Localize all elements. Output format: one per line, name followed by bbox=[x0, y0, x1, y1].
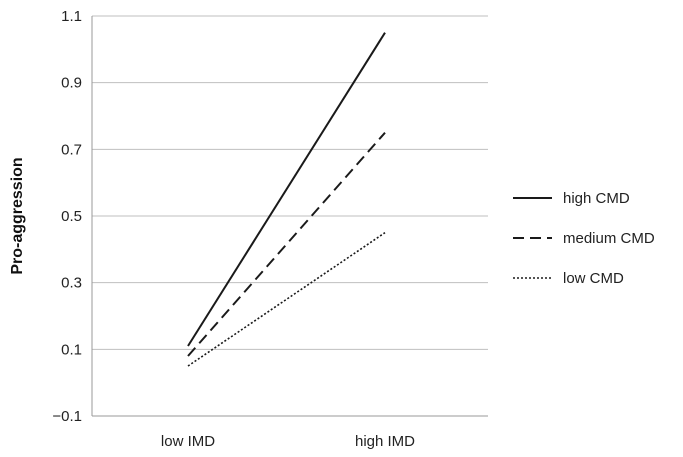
x-tick-label: high IMD bbox=[355, 433, 415, 450]
y-tick-labels: 1.1 0.9 0.7 0.5 0.3 0.1 −0.1 bbox=[52, 8, 82, 425]
y-tick-label: 0.9 bbox=[61, 75, 82, 92]
gridlines bbox=[92, 15, 488, 350]
axes bbox=[91, 16, 488, 417]
y-axis-title: Pro-aggression bbox=[9, 157, 26, 274]
x-tick-label: low IMD bbox=[161, 433, 215, 450]
y-tick-label: 1.1 bbox=[61, 8, 82, 25]
y-tick-label: −0.1 bbox=[52, 408, 82, 425]
y-tick-label: 0.3 bbox=[61, 275, 82, 292]
legend: high CMD medium CMD low CMD bbox=[513, 190, 655, 287]
y-tick-label: 0.1 bbox=[61, 341, 82, 358]
y-tick-label: 0.5 bbox=[61, 208, 82, 225]
legend-label: medium CMD bbox=[563, 230, 655, 247]
series-line-medium-cmd bbox=[187, 132, 386, 357]
legend-label: high CMD bbox=[563, 190, 630, 207]
series-line-high-cmd bbox=[187, 32, 386, 347]
y-tick-label: 0.7 bbox=[61, 141, 82, 158]
legend-label: low CMD bbox=[563, 270, 624, 287]
series-lines bbox=[187, 32, 386, 367]
x-tick-labels: low IMD high IMD bbox=[161, 433, 415, 450]
